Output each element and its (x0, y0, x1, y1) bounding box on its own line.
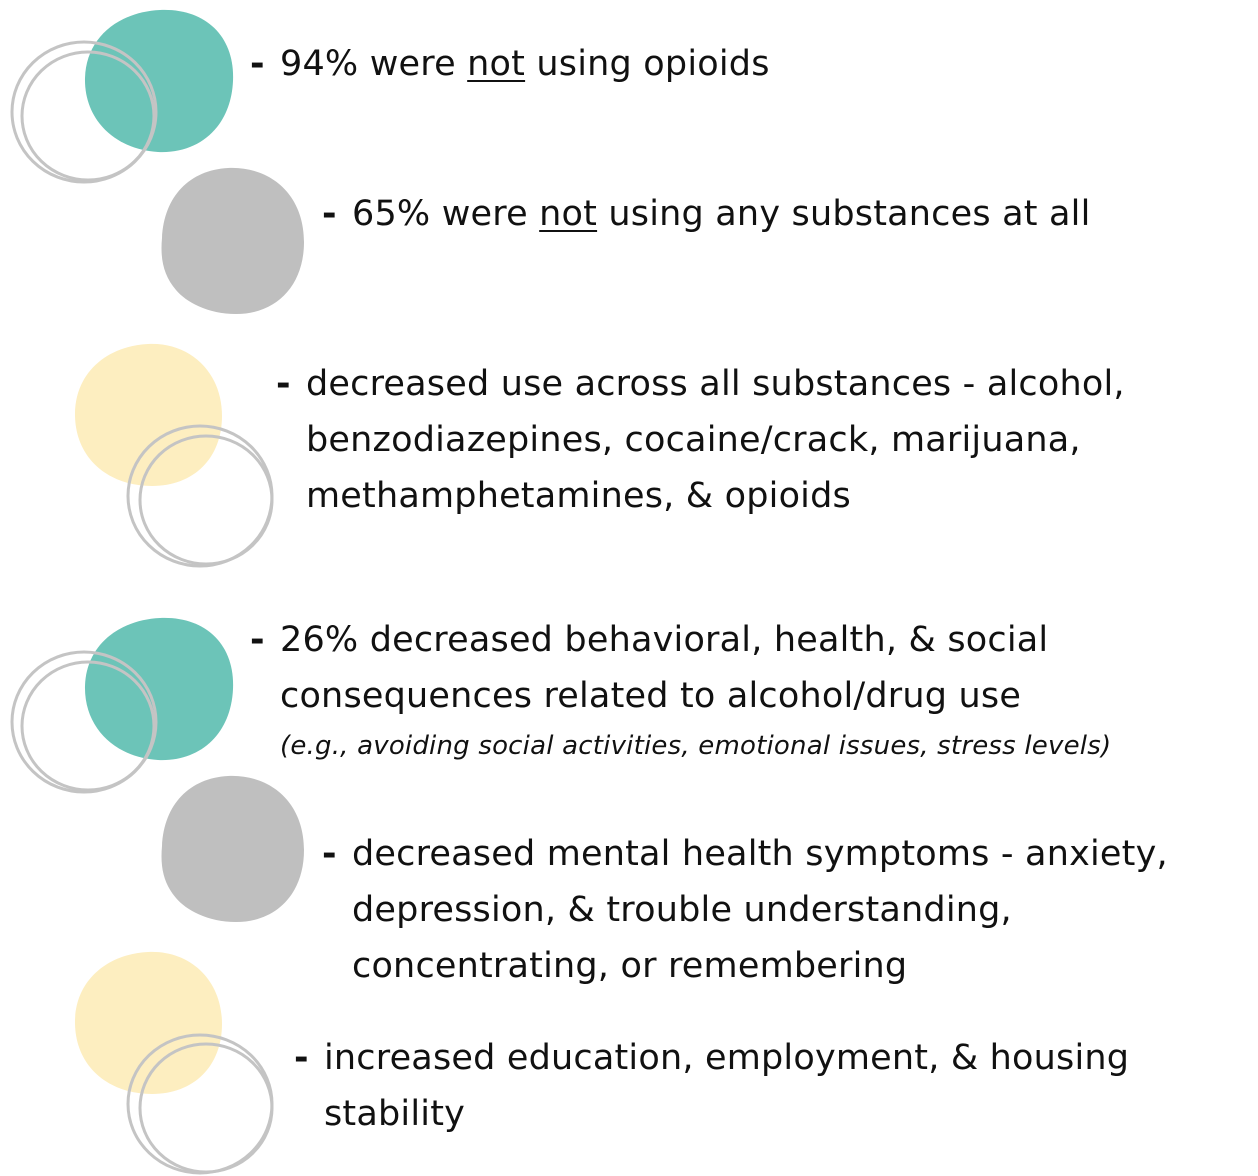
teal-blob-path (84, 617, 234, 761)
stat-text-after: using any substances at all (597, 194, 1091, 234)
ring-outline-shape (126, 424, 274, 568)
yellow-blob-path (74, 951, 222, 1094)
stat-item-stability: - increased education, employment, & hou… (294, 1030, 1129, 1142)
teal-blob-shape (84, 617, 234, 761)
stat-item-substances: - 65% were not using any substances at a… (322, 186, 1091, 242)
stat-text-before: 94% were (280, 44, 468, 84)
gray-blob-shape (161, 167, 304, 314)
stat-item-decreased-use: - decreased use across all substances - … (276, 356, 1125, 524)
stat-text: 65% were not using any substances at all (352, 186, 1091, 242)
gray-blob-shape (161, 775, 304, 922)
stat-text-before: 65% were (352, 194, 540, 234)
yellow-blob-shape (74, 951, 222, 1094)
stat-line: benzodiazepines, cocaine/crack, marijuan… (306, 420, 1081, 460)
stat-line: depression, & trouble understanding, (352, 890, 1012, 930)
bullet-dash: - (250, 620, 265, 660)
stat-line: concentrating, or remembering (352, 946, 908, 986)
stat-item-opioids: - 94% were not using opioids (250, 36, 770, 92)
ring-outline-shape (10, 40, 158, 184)
gray-blob-path (161, 775, 304, 922)
yellow-blob-shape (74, 343, 222, 486)
stat-line: increased education, employment, & housi… (324, 1038, 1130, 1078)
bullet-dash: - (322, 194, 337, 234)
bullet-dash: - (294, 1038, 309, 1078)
gray-blob-path (161, 167, 304, 314)
stat-line: decreased use across all substances - al… (306, 364, 1125, 404)
stat-note: (e.g., avoiding social activities, emoti… (280, 731, 1112, 761)
stat-line: methamphetamines, & opioids (306, 476, 851, 516)
stat-text-after: using opioids (525, 44, 770, 84)
stat-text: 94% were not using opioids (280, 36, 770, 92)
stat-line: decreased mental health symptoms - anxie… (352, 834, 1168, 874)
bullet-dash: - (322, 834, 337, 874)
bullet-dash: - (276, 364, 291, 404)
teal-blob-path (84, 9, 234, 153)
ring-outline-shape (126, 1033, 274, 1175)
stat-text-underlined: not (467, 44, 526, 84)
stat-item-mental-health: - decreased mental health symptoms - anx… (322, 826, 1168, 994)
stat-line: consequences related to alcohol/drug use (280, 676, 1022, 716)
bullet-dash: - (250, 44, 265, 84)
stat-line: 26% decreased behavioral, health, & soci… (280, 620, 1049, 660)
yellow-blob-path (74, 343, 222, 486)
stat-text-underlined: not (539, 194, 598, 234)
ring-outline-shape (10, 650, 158, 794)
stat-line: stability (324, 1094, 466, 1134)
stat-item-consequences: - 26% decreased behavioral, health, & so… (250, 612, 1111, 766)
teal-blob-shape (84, 9, 234, 153)
